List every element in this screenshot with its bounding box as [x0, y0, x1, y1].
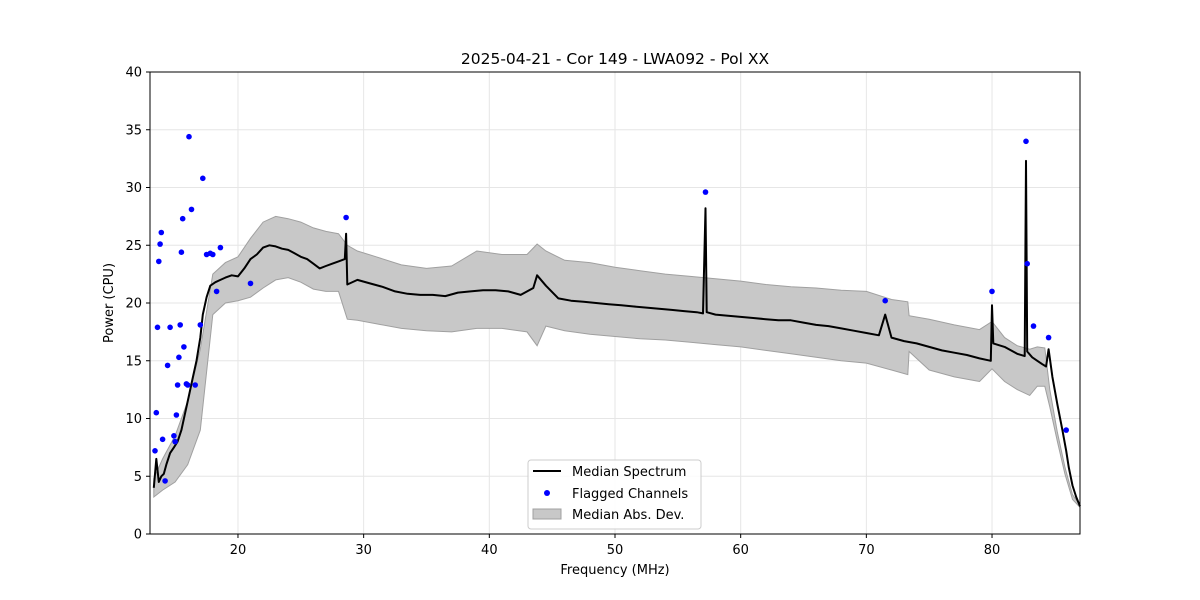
flagged-point	[152, 448, 158, 454]
x-tick-label: 50	[607, 543, 624, 558]
flagged-point	[179, 215, 186, 222]
flagged-point	[167, 324, 173, 331]
legend-band-swatch	[532, 508, 562, 520]
flagged-point	[184, 382, 191, 388]
y-tick-label: 0	[134, 528, 142, 543]
flagged-point	[210, 251, 216, 258]
flagged-point	[192, 382, 198, 388]
y-axis-ticks: 0 5 10 15 20 25 30 35 40	[125, 66, 150, 543]
flagged-point	[197, 322, 204, 328]
flagged-point	[247, 280, 254, 287]
x-tick-label: 60	[732, 543, 749, 558]
legend-box	[527, 459, 702, 530]
flagged-point	[178, 249, 185, 255]
x-tick-label: 70	[858, 543, 875, 558]
y-tick-label: 15	[125, 354, 142, 369]
y-tick-label: 20	[125, 297, 142, 312]
flagged-point	[882, 297, 888, 304]
x-tick-label: 40	[481, 543, 498, 558]
flagged-point	[177, 322, 183, 328]
legend-label-flagged: Flagged Channels	[572, 487, 688, 502]
flagged-point	[154, 324, 161, 331]
y-tick-label: 40	[125, 66, 142, 81]
y-axis-label: Power (CPU)	[102, 263, 117, 343]
flagged-points	[152, 133, 1069, 484]
x-axis-ticks: 20 30 40 50 60 70 80	[230, 534, 1001, 558]
flagged-point	[186, 133, 192, 140]
flagged-point	[164, 362, 171, 369]
flagged-point	[1045, 334, 1052, 341]
flagged-point	[1024, 260, 1030, 267]
flagged-point	[1063, 427, 1069, 433]
flagged-point	[200, 175, 206, 182]
flagged-point	[158, 229, 165, 236]
flagged-point	[989, 288, 995, 295]
x-tick-label: 20	[230, 543, 247, 558]
flagged-point	[702, 189, 709, 195]
flagged-point	[176, 354, 182, 361]
flagged-point	[174, 382, 181, 388]
legend-label-median: Median Spectrum	[572, 465, 686, 480]
flagged-point	[1023, 138, 1029, 145]
y-tick-label: 10	[125, 412, 142, 427]
flagged-point	[181, 344, 187, 350]
flagged-point	[213, 288, 220, 295]
x-tick-label: 80	[984, 543, 1001, 558]
flagged-point	[173, 412, 180, 418]
median-spectrum-line	[152, 159, 1081, 507]
legend-dot-swatch	[544, 490, 550, 496]
flagged-point	[171, 433, 177, 439]
flagged-point	[1030, 323, 1037, 329]
flagged-point	[159, 436, 166, 443]
flagged-point	[157, 241, 163, 247]
flagged-point	[172, 438, 178, 445]
flagged-point	[343, 214, 349, 221]
flagged-point	[162, 478, 168, 484]
flagged-point	[153, 409, 160, 416]
flagged-point	[217, 244, 224, 251]
legend-label-mad: Median Abs. Dev.	[572, 508, 684, 523]
x-tick-label: 30	[355, 543, 372, 558]
y-tick-label: 5	[134, 470, 142, 485]
median-line-group	[152, 159, 1081, 507]
y-tick-label: 30	[125, 181, 142, 196]
flagged-point	[188, 206, 195, 213]
legend: Median Spectrum Flagged Channels Median …	[527, 459, 702, 530]
x-axis-label: Frequency (MHz)	[560, 563, 669, 578]
flagged-point	[156, 258, 162, 265]
y-tick-label: 35	[125, 123, 142, 138]
y-tick-label: 25	[125, 239, 142, 254]
chart-title: 2025-04-21 - Cor 149 - LWA092 - Pol XX	[461, 50, 770, 68]
